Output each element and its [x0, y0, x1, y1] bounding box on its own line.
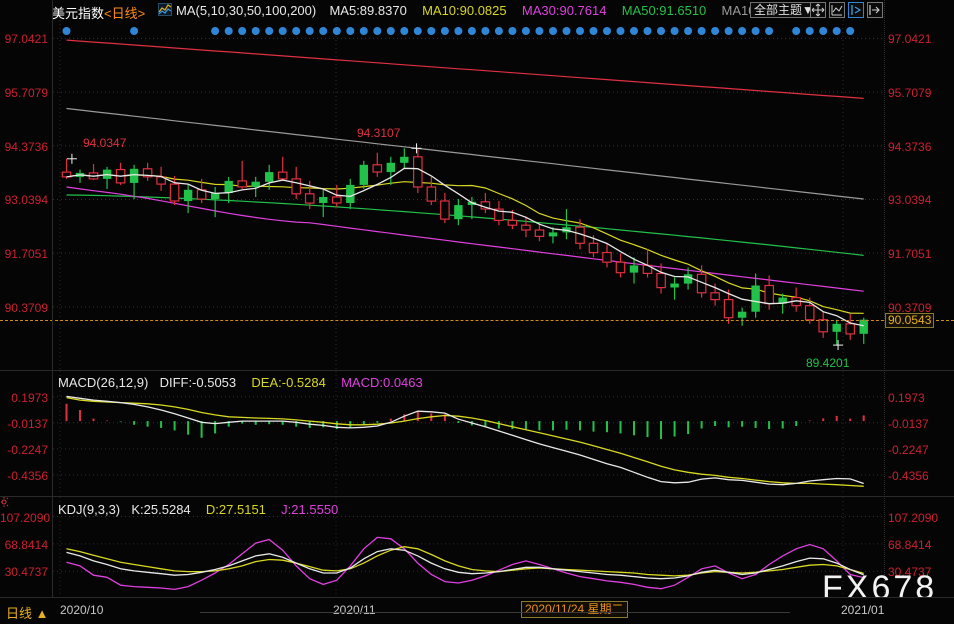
ma-legend: MA(5,10,30,50,100,200) MA5:89.8370 MA10:… — [176, 3, 763, 18]
axis-tick-label: 68.8414 — [4, 537, 48, 552]
current-price-tag: 90.0543 — [885, 313, 935, 328]
price-plot[interactable] — [0, 20, 954, 370]
axis-tick-label: 68.8414 — [888, 537, 932, 552]
axis-tick-label: -0.4356 — [7, 468, 48, 483]
axis-tick-label: -0.4356 — [888, 468, 929, 483]
symbol-title: 美元指数<日线> — [52, 3, 145, 22]
macd-panel[interactable] — [0, 371, 954, 495]
mini-chart-icon[interactable] — [158, 3, 172, 16]
panel-divider-1 — [0, 370, 954, 371]
axis-tick-label: 107.2090 — [888, 510, 939, 525]
axis-tick-label: 94.3736 — [4, 139, 48, 154]
macd-legend: MACD(26,12,9) DIFF:-0.5053 DEA:-0.5284 M… — [58, 375, 423, 390]
price-panel[interactable] — [0, 20, 954, 370]
macd-macd-value: MACD:0.0463 — [341, 375, 423, 390]
highlighted-date-label: 2020/11/24 星期二 — [521, 601, 628, 618]
axis-tick-label: 30.4737 — [4, 565, 48, 580]
date-axis: 日线 ▲ 2020/10 2020/11 2021/01 2020/11/24 … — [0, 597, 954, 624]
alert-sun-icon — [1, 495, 13, 507]
ma5-value: MA5:89.8370 — [329, 3, 407, 18]
axis-tick-label: -0.0137 — [888, 416, 929, 431]
date-axis-underline — [200, 612, 790, 613]
axis-tick-label: 97.0421 — [4, 32, 48, 47]
axis-tick-label: -0.2247 — [7, 442, 48, 457]
axis-tick-label: 90.3709 — [888, 300, 932, 315]
annotation-high-1: 94.0347 — [83, 136, 127, 150]
kdj-panel[interactable] — [0, 497, 954, 597]
jump-latest-tool-icon[interactable] — [867, 2, 883, 18]
annotation-low: 89.4201 — [806, 356, 850, 370]
date-tick-2: 2021/01 — [841, 603, 885, 617]
crosshair-tool-icon[interactable] — [810, 2, 826, 18]
axis-tick-label: 93.0394 — [4, 193, 48, 208]
ma10-value: MA10:90.0825 — [422, 3, 507, 18]
symbol-name: 美元指数 — [52, 6, 105, 21]
axis-tick-label: 90.3709 — [4, 300, 48, 315]
axis-tick-label: 91.7051 — [4, 247, 48, 262]
kdj-plot[interactable] — [0, 497, 954, 597]
shift-right-tool-icon[interactable] — [848, 2, 864, 18]
macd-title: MACD(26,12,9) — [58, 375, 149, 390]
ma50-value: MA50:91.6510 — [621, 3, 707, 18]
date-tick-1: 2020/11 — [333, 603, 376, 617]
period-toggle-label[interactable]: 日线 ▲ — [6, 606, 49, 621]
macd-diff-value: DIFF:-0.5053 — [159, 375, 237, 390]
axis-tick-label: 95.7079 — [888, 86, 932, 101]
axis-tick-label: 94.3736 — [888, 139, 932, 154]
kdj-legend: KDJ(9,3,3) K:25.5284 D:27.5151 J:21.5550 — [58, 502, 338, 517]
right-axis-border — [884, 0, 885, 597]
axis-tick-label: 93.0394 — [888, 193, 932, 208]
kdj-title: KDJ(9,3,3) — [58, 502, 121, 517]
ma30-value: MA30:90.7614 — [521, 3, 607, 18]
axis-tick-label: 97.0421 — [888, 32, 932, 47]
current-price-marker-line — [0, 320, 954, 321]
period-tag: <日线> — [104, 6, 146, 21]
macd-plot[interactable] — [0, 371, 954, 495]
axis-tick-label: -0.2247 — [888, 442, 929, 457]
annotation-high-2: 94.3107 — [357, 126, 401, 140]
axis-tick-label: 0.1973 — [11, 390, 48, 405]
kdj-k-value: K:25.5284 — [131, 502, 191, 517]
axis-tick-label: 30.4737 — [888, 565, 932, 580]
left-axis-border — [52, 0, 53, 597]
kdj-d-value: D:27.5151 — [205, 502, 266, 517]
macd-dea-value: DEA:-0.5284 — [251, 375, 326, 390]
kdj-j-value: J:21.5550 — [281, 502, 339, 517]
axis-tick-label: 0.1973 — [888, 390, 925, 405]
fit-scale-tool-icon[interactable] — [829, 2, 845, 18]
theme-selector-button[interactable]: 全部主题▼ — [750, 2, 818, 18]
date-tick-0: 2020/10 — [60, 603, 104, 617]
axis-tick-label: 91.7051 — [888, 247, 932, 262]
ma-params-label: MA(5,10,30,50,100,200) — [176, 3, 317, 18]
axis-tick-label: -0.0137 — [7, 416, 48, 431]
panel-divider-2 — [0, 496, 954, 497]
axis-tick-label: 95.7079 — [4, 86, 48, 101]
axis-tick-label: 107.2090 — [0, 510, 51, 525]
chart-header: 美元指数<日线> MA(5,10,30,50,100,200) MA5:89.8… — [0, 0, 954, 22]
